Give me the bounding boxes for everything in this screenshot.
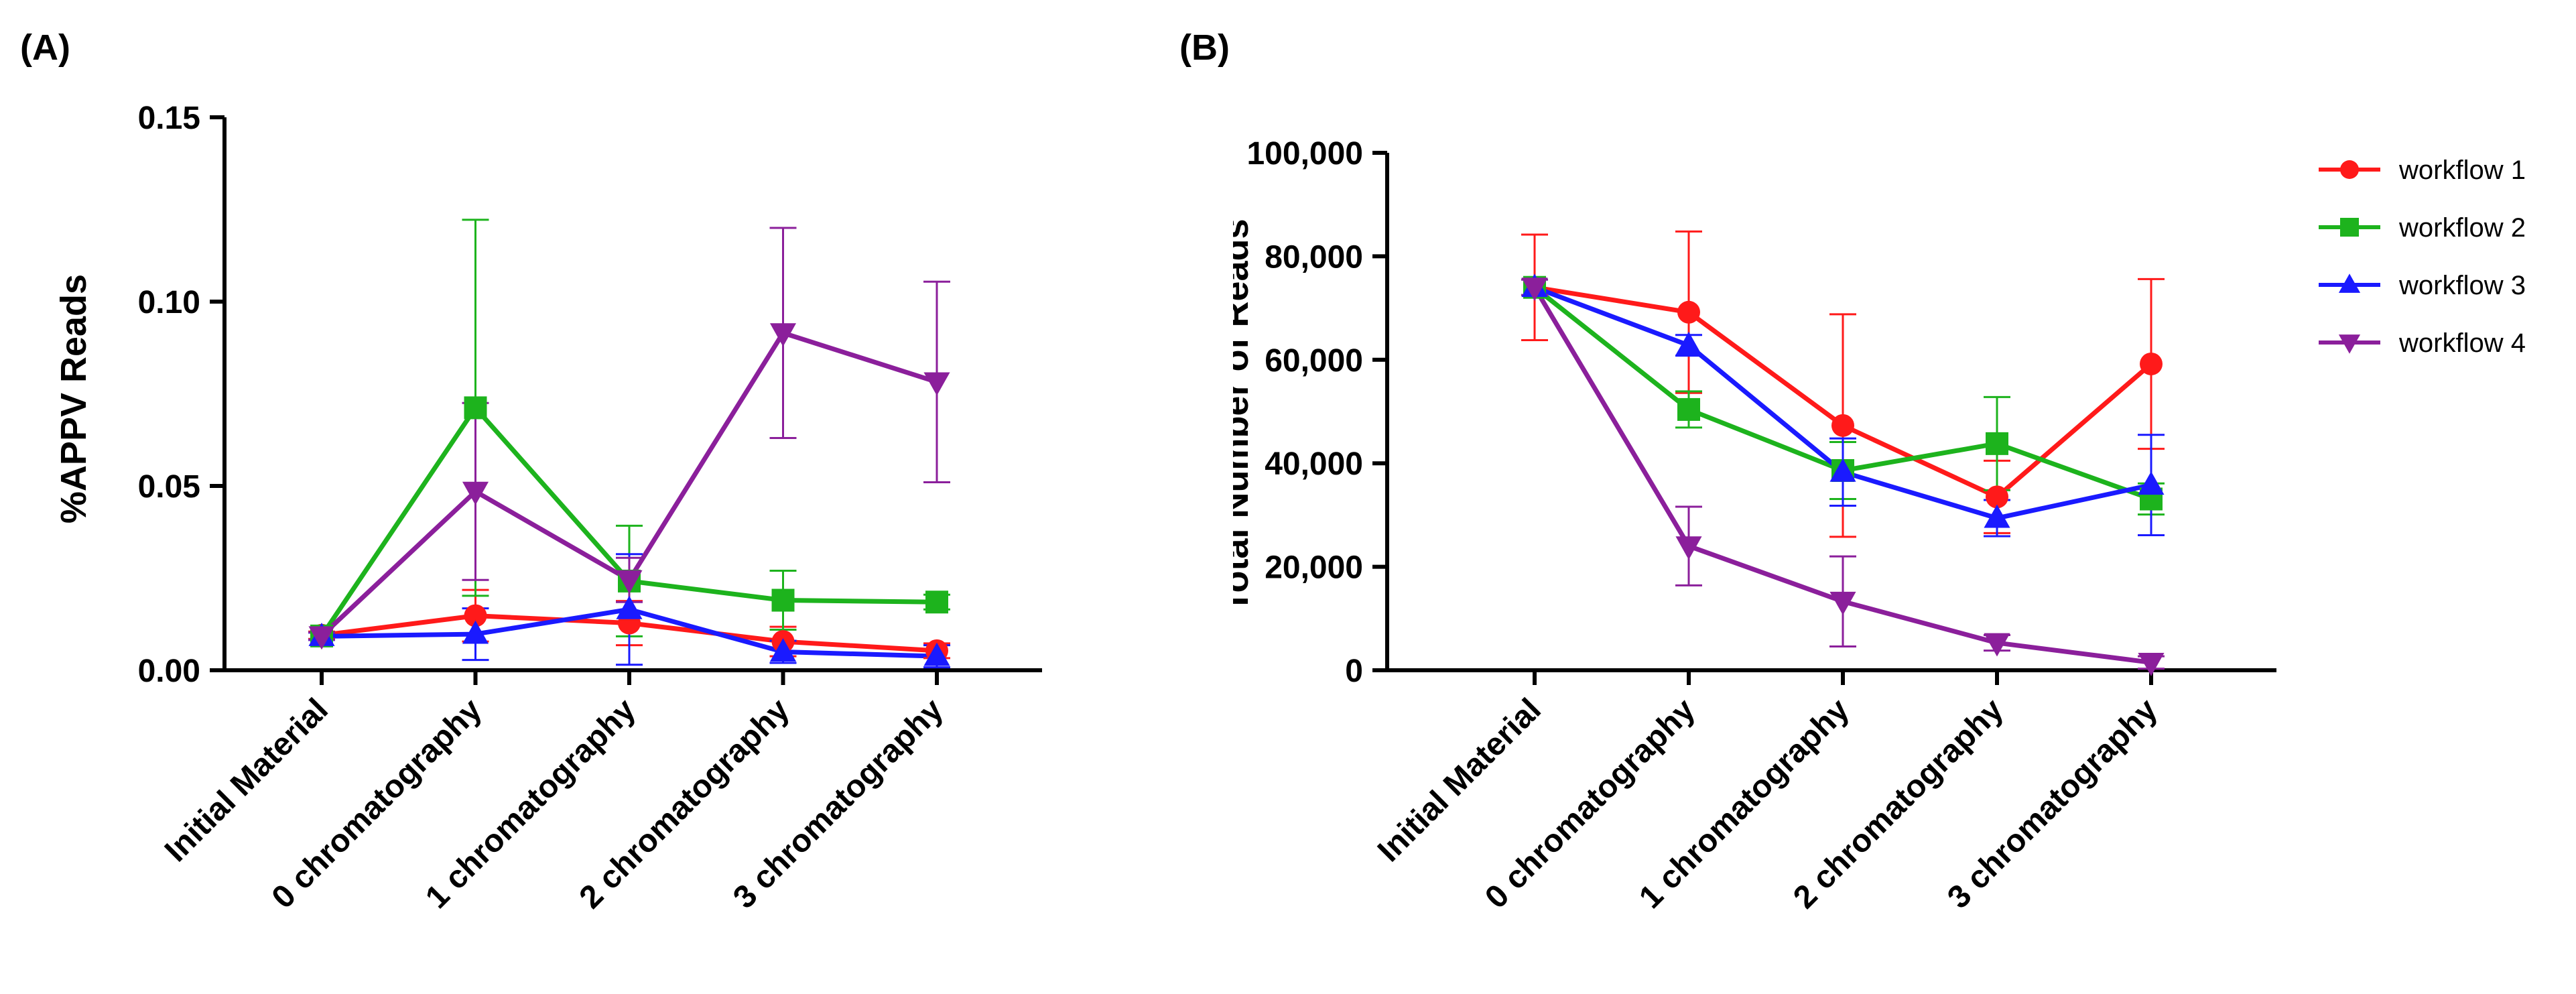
legend-marker-workflow-1 (2340, 160, 2359, 179)
chart-a-ytick-label: 0.00 (138, 654, 200, 689)
chart-a-point-workflow-4 (769, 323, 797, 347)
chart-a-ytick-label: 0.15 (138, 101, 200, 136)
chart-b-ytick-label: 60,000 (1265, 343, 1363, 379)
chart-a-point-workflow-4 (308, 626, 335, 650)
chart-b: Total Number of Reads 0 20,000 40,000 60,00… (1233, 136, 2526, 916)
chart-b-ytick-label: 20,000 (1265, 550, 1363, 586)
chart-b-point-workflow-4 (1829, 591, 1856, 615)
chart-b-point-workflow-3 (1984, 504, 2010, 528)
panel-label-a: (A) (20, 27, 70, 68)
chart-b-point-workflow-3 (1829, 458, 1856, 482)
chart-a-ytick-label: 0.05 (138, 469, 200, 505)
chart-b-point-workflow-4 (1521, 277, 1548, 302)
chart-a-point-workflow-3 (769, 638, 797, 662)
chart-a-point-workflow-2 (771, 588, 795, 612)
legend-marker-workflow-3 (2338, 273, 2361, 293)
chart-b-ytick-label: 80,000 (1265, 239, 1363, 275)
chart-a-point-workflow-3 (616, 595, 643, 619)
chart-b-point-workflow-1 (1677, 300, 1700, 324)
chart-a-category-initial-material: Initial Material (158, 692, 335, 869)
chart-b-point-workflow-3 (1675, 331, 1702, 355)
chart-b-ytick-label: 0 (1345, 654, 1363, 689)
chart-b-category-initial-material: Initial Material (1371, 692, 1548, 869)
chart-a: %APPV Reads 0.00 0.05 0.10 0.15 Initial Mate… (54, 101, 1042, 916)
chart-b-point-workflow-4 (2138, 652, 2165, 676)
legend-label-workflow-4: workflow 4 (2398, 328, 2526, 358)
chart-b-ylabel: Total Number of Reads (1233, 219, 1256, 612)
chart-b-point-workflow-1 (1986, 485, 2008, 509)
chart-a-point-workflow-4 (616, 570, 643, 594)
legend-label-workflow-3: workflow 3 (2398, 271, 2526, 300)
chart-a-point-workflow-2 (925, 591, 948, 614)
legend-marker-workflow-4 (2338, 334, 2361, 354)
chart-b-point-workflow-2 (1677, 397, 1700, 421)
chart-a-point-workflow-4 (462, 481, 489, 505)
chart-b-point-workflow-4 (1984, 633, 2010, 657)
chart-b-point-workflow-2 (1986, 432, 2008, 455)
chart-a-ytick-label: 0.10 (138, 285, 200, 320)
chart-a-point-workflow-3 (462, 620, 489, 644)
legend-label-workflow-1: workflow 1 (2398, 156, 2526, 185)
chart-b-point-workflow-1 (1831, 414, 1854, 437)
panel-label-b: (B) (1179, 27, 1230, 68)
chart-b-point-workflow-4 (1675, 536, 1702, 560)
chart-a-point-workflow-1 (464, 604, 487, 627)
chart-a-ylabel: %APPV Reads (54, 274, 94, 523)
chart-b-point-workflow-3 (2138, 471, 2165, 495)
legend-marker-workflow-2 (2340, 218, 2359, 237)
chart-b-point-workflow-1 (2140, 352, 2163, 375)
chart-a-point-workflow-2 (464, 396, 487, 420)
chart-b-ytick-label: 100,000 (1246, 136, 1363, 172)
legend-label-workflow-2: workflow 2 (2398, 213, 2526, 243)
chart-a-point-workflow-3 (923, 642, 950, 666)
chart-b-ytick-label: 40,000 (1265, 446, 1363, 482)
chart-a-point-workflow-4 (923, 372, 950, 396)
